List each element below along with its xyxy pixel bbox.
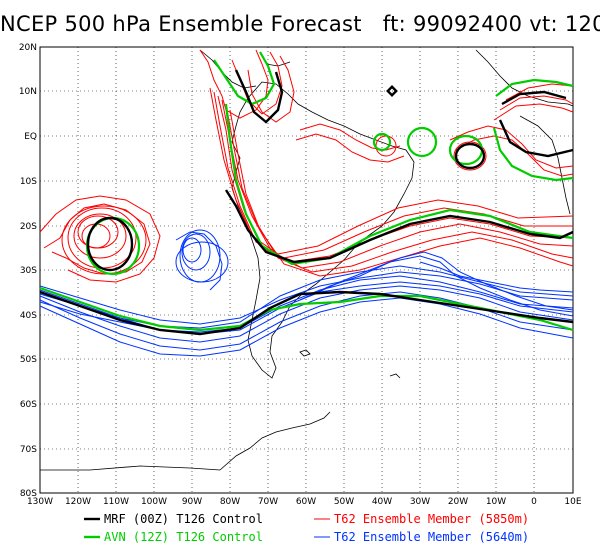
lon-label: 10E [564,497,581,507]
falkland-islands [299,349,311,357]
ens-5640-contour [39,265,574,329]
mrf-contour-north [234,69,284,124]
avn-contour-africa [492,127,574,182]
lon-label: 0 [531,497,537,507]
lat-label: 20S [20,222,37,232]
mrf-small-contour [386,85,398,97]
legend-label: T62 Ensemble Member (5640m) [334,530,529,544]
ens-5640-contour [299,255,574,317]
lat-label: 10S [20,177,37,187]
antarctic-peninsula [219,411,331,471]
ens-5850-contour [217,95,574,263]
avn-5850-contour [224,103,574,266]
ens-5850-contour [199,49,269,119]
ens-5850-contour [499,95,574,111]
ens-5850-contour [505,83,574,101]
mrf-control-contours [39,69,574,336]
legend-item-ens-5640: T62 Ensemble Member (5640m) [314,530,529,544]
ens-5850-contour [209,87,574,255]
ens-5640-contour [39,275,574,333]
avn-closed-contour [406,126,438,158]
lon-label: 110W [103,497,129,507]
mrf-closed-contour [454,142,486,170]
ens-5850-contour [39,195,161,283]
ens-5850-closed-contour [453,141,487,171]
lon-label: 120W [65,497,91,507]
ens-5640-contour [39,297,574,357]
mrf-5640-contour [39,290,574,336]
lon-label: 60W [296,497,316,507]
legend-item-ens-5850: T62 Ensemble Member (5850m) [314,512,529,526]
ens-5850-contour [295,133,405,163]
ens-5640-closed-contour [175,241,229,283]
legend: MRF (00Z) T126 Control AVN (12Z) T126 Co… [84,512,529,544]
lat-label: 10N [19,87,37,97]
lat-label: 40S [20,311,37,321]
lat-label: 20N [19,43,37,53]
lon-label: 20W [448,497,468,507]
ens-5850-closed-contour [73,213,127,259]
avn-closed-contour [448,134,484,166]
ens-5850-contour [229,109,574,277]
central-america-coast [199,49,257,89]
graticule [40,47,573,493]
legend-label: MRF (00Z) T126 Control [104,512,263,526]
africa-gulf-coast [519,115,571,215]
longitude-labels: 130W 120W 110W 100W 90W 80W 70W 60W 50W … [27,497,582,507]
lon-label: 90W [182,497,202,507]
antarctic-coast [40,465,221,471]
lat-label: 50S [20,355,37,365]
ens-5850-contour [225,103,574,273]
legend-item-mrf: MRF (00Z) T126 Control [84,512,263,526]
lon-label: 40W [372,497,392,507]
lon-label: 100W [141,497,167,507]
lat-label: 60S [20,400,37,410]
legend-label: AVN (12Z) T126 Control [104,530,263,544]
lon-label: 130W [27,497,53,507]
ensemble-5850-contours [39,49,574,283]
lon-label: 30W [410,497,430,507]
lat-label: 70S [20,445,37,455]
mrf-closed-contour [86,216,134,272]
ens-5640-contour [175,231,223,291]
lat-label: 30S [20,266,37,276]
lat-label: EQ [24,132,37,142]
ens-5640-contour [39,285,574,343]
latitude-labels: 20N 10N EQ 10S 20S 30S 40S 50S 60S 70S 8… [19,43,37,499]
ens-5850-contour [449,125,574,169]
legend-label: T62 Ensemble Member (5850m) [334,512,529,526]
ens-5640-contour [309,251,574,311]
mrf-5850-contour [224,189,574,264]
chart-title: NCEP 500 hPa Ensemble Forecast ft: 99092… [0,12,600,36]
ens-5850-contour [299,123,401,151]
south-georgia-island [389,373,401,379]
lat-label: 80S [20,489,37,499]
avn-contour-north [213,51,276,106]
mrf-contour-africa [498,119,574,158]
ens-5640-closed-contour [182,237,202,263]
avn-closed-contour [372,132,392,152]
mrf-contour-africa-north [501,90,567,106]
legend-item-avn: AVN (12Z) T126 Control [84,530,263,544]
ens-5850-contour [43,203,151,275]
lon-label: 80W [220,497,240,507]
ens-5850-contour [221,99,574,269]
avn-contour-africa-north [495,78,574,97]
ens-5640-contour [419,261,574,293]
lon-label: 50W [334,497,354,507]
ens-5850-contour [493,103,574,121]
lon-label: 10W [486,497,506,507]
ens-5640-closed-contour [181,233,211,271]
lon-label: 70W [258,497,278,507]
ens-5850-contour [247,55,295,123]
